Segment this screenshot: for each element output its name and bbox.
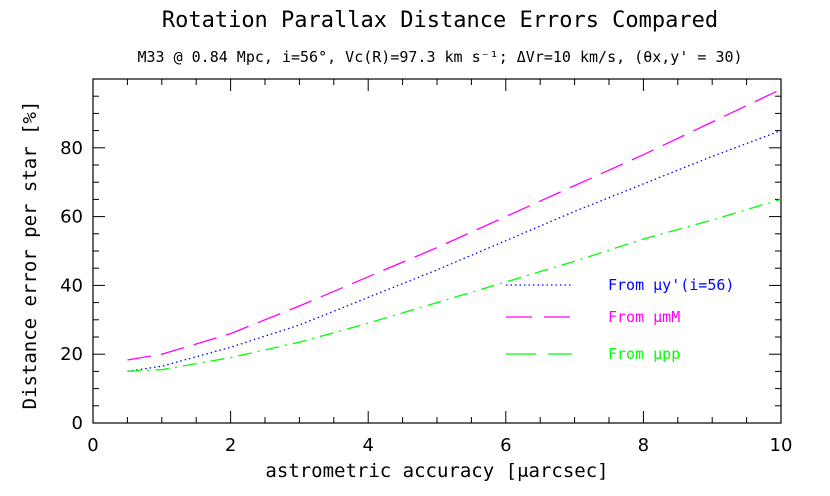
series-line-2 <box>127 198 782 373</box>
y-tick-label: 80 <box>60 138 83 159</box>
x-tick-label: 4 <box>362 435 373 456</box>
axis-ticks <box>92 78 782 424</box>
series-lines <box>127 88 782 373</box>
x-tick-label: 0 <box>87 435 98 456</box>
x-tick-label: 6 <box>500 435 511 456</box>
plot-frame <box>92 78 782 424</box>
y-tick-label: 20 <box>60 344 83 365</box>
x-tick-label: 8 <box>638 435 649 456</box>
legend: From μy'(i=56) From μmM From μpp <box>506 276 734 363</box>
y-tick-label: 0 <box>72 413 83 434</box>
y-tick-label: 60 <box>60 207 83 228</box>
legend-label-1: From μmM <box>608 308 680 326</box>
x-tick-label: 2 <box>225 435 236 456</box>
legend-label-0: From μy'(i=56) <box>608 276 734 294</box>
chart-subtitle: M33 @ 0.84 Mpc, i=56°, Vc(R)=97.3 km s⁻¹… <box>137 48 742 66</box>
y-tick-label: 40 <box>60 275 83 296</box>
x-axis-label: astrometric accuracy [μarcsec] <box>265 460 608 482</box>
legend-label-2: From μpp <box>608 345 680 363</box>
series-line-1 <box>127 88 782 361</box>
chart-title: Rotation Parallax Distance Errors Compar… <box>162 8 718 33</box>
y-axis-label: Distance error per star [%] <box>19 101 41 410</box>
tick-labels: 0 2 4 6 8 10 0 20 40 60 80 <box>60 138 792 456</box>
series-line-0 <box>127 129 782 373</box>
x-tick-label: 10 <box>770 435 793 456</box>
